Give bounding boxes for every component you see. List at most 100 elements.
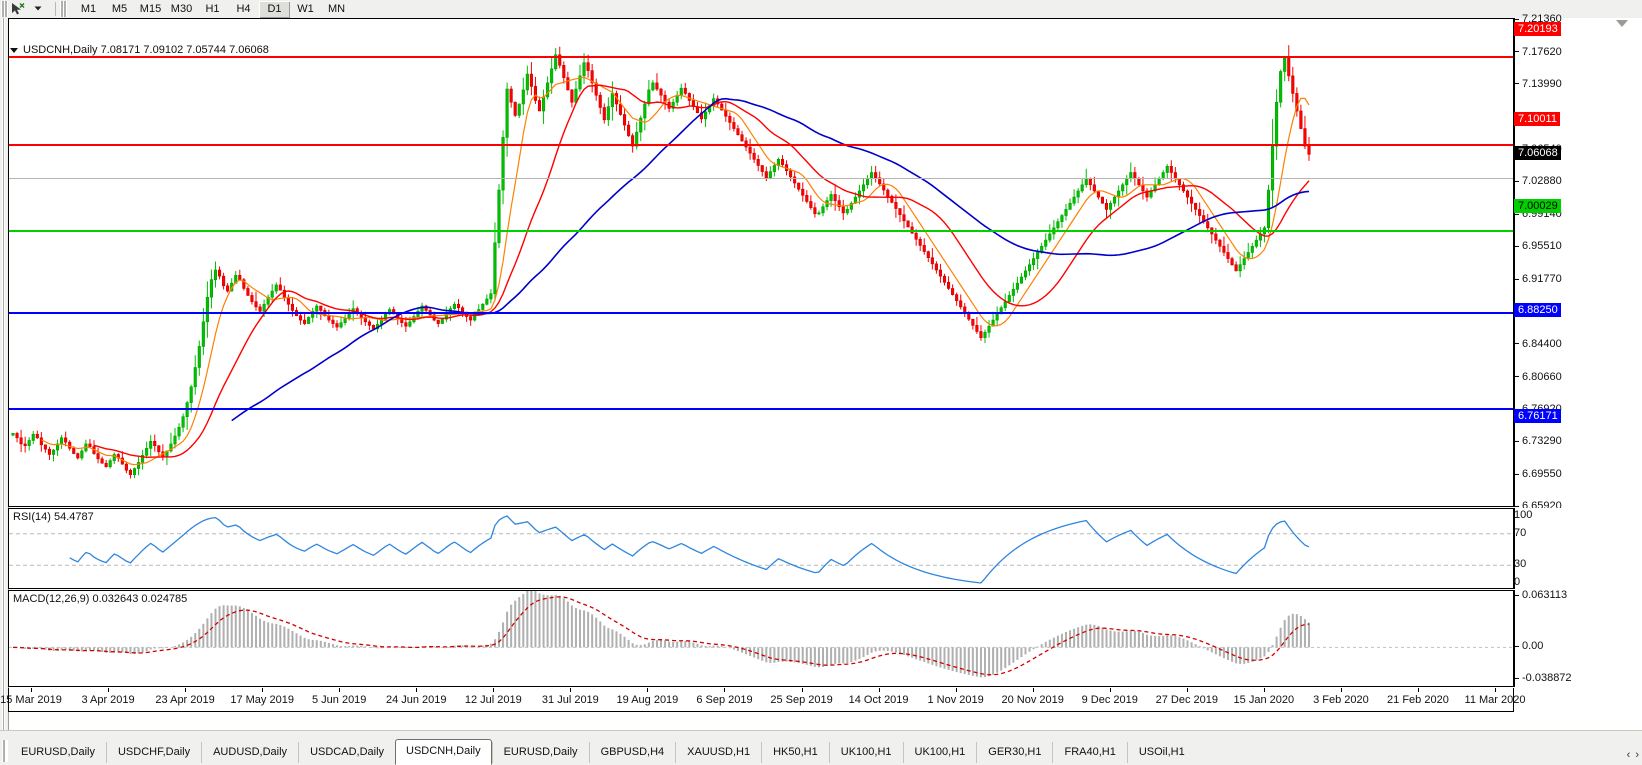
date-tick bbox=[416, 688, 418, 692]
price-level-label[interactable]: 7.06068 bbox=[1514, 146, 1561, 161]
macd-axis[interactable]: 0.063113 0.00 -0.038872 bbox=[1514, 589, 1642, 687]
timeframe-group-grip[interactable] bbox=[60, 1, 67, 17]
date-tick bbox=[1263, 688, 1265, 692]
rsi-tick: 100 bbox=[1514, 509, 1533, 522]
date-label: 31 Jul 2019 bbox=[541, 694, 599, 706]
timeframe-button-h1[interactable]: H1 bbox=[205, 2, 220, 15]
candlestick-series bbox=[11, 45, 1311, 479]
chart-tab-uk100-h1[interactable]: UK100,H1 bbox=[902, 742, 977, 763]
macd-axis-line bbox=[1514, 590, 1515, 687]
price-tick: 6.80660 bbox=[1514, 370, 1562, 383]
rsi-pane[interactable]: RSI(14) 54.4787 bbox=[8, 508, 1514, 589]
date-tick bbox=[955, 688, 957, 692]
date-label: 17 May 2019 bbox=[230, 694, 294, 706]
level-line-resistance-2[interactable] bbox=[9, 144, 1513, 146]
chart-tab-usdchf-daily[interactable]: USDCHF,Daily bbox=[105, 742, 201, 763]
timeframe-button-mn[interactable]: MN bbox=[327, 2, 346, 15]
macd-pane[interactable]: MACD(12,26,9) 0.032643 0.024785 bbox=[8, 590, 1514, 687]
pane-collapse-caret[interactable] bbox=[1616, 20, 1628, 27]
chart-tab-xauusd-h1[interactable]: XAUUSD,H1 bbox=[675, 742, 761, 763]
date-axis[interactable]: 15 Mar 2019 3 Apr 2019 23 Apr 2019 17 May 2… bbox=[0, 688, 1525, 712]
macd-pane-inner bbox=[9, 591, 1513, 686]
price-tick: 6.95510 bbox=[1514, 240, 1562, 252]
timeframe-button-m15[interactable]: M15 bbox=[139, 2, 162, 15]
date-label: 6 Sep 2019 bbox=[696, 694, 753, 706]
timeframe-button-m1[interactable]: M1 bbox=[80, 2, 97, 15]
date-label: 9 Dec 2019 bbox=[1081, 694, 1138, 706]
chart-tab-bar: EURUSD,Daily USDCHF,Daily AUDUSD,Daily USDC… bbox=[0, 730, 1642, 765]
chart-tab-uk100-h1[interactable]: UK100,H1 bbox=[828, 742, 903, 763]
price-level-label[interactable]: 7.20193 bbox=[1514, 22, 1561, 37]
date-label: 3 Feb 2020 bbox=[1313, 694, 1369, 706]
timeframe-button-d1[interactable]: D1 bbox=[259, 0, 290, 18]
toolbar-grip-handle[interactable] bbox=[1, 1, 8, 17]
chart-tab-ger30-h1[interactable]: GER30,H1 bbox=[976, 742, 1052, 763]
chart-tab-audusd-daily[interactable]: AUDUSD,Daily bbox=[201, 742, 298, 763]
date-tick bbox=[339, 688, 341, 692]
chart-tab-usdcad-daily[interactable]: USDCAD,Daily bbox=[298, 742, 395, 763]
date-label: 5 Jun 2019 bbox=[311, 694, 367, 706]
date-tick bbox=[31, 688, 32, 692]
date-tick bbox=[878, 688, 880, 692]
timeframe-button-w1[interactable]: W1 bbox=[297, 2, 314, 15]
price-level-label[interactable]: 6.76171 bbox=[1514, 408, 1561, 423]
level-line-pivot[interactable] bbox=[9, 230, 1513, 232]
level-line-support-1[interactable] bbox=[9, 312, 1513, 314]
level-line-support-2[interactable] bbox=[9, 408, 1513, 410]
level-line-current-price bbox=[9, 178, 1513, 179]
macd-tick: 0.063113 bbox=[1514, 589, 1567, 601]
timeframe-group: M1 M5 M15 M30 H1 H4 D1 W1 MN bbox=[73, 0, 352, 18]
date-tick bbox=[1186, 688, 1188, 692]
timeframe-button-h4[interactable]: H4 bbox=[236, 2, 251, 15]
price-level-label[interactable]: 7.00029 bbox=[1514, 199, 1561, 214]
tab-nav-arrows[interactable]: ‹ › bbox=[1626, 749, 1640, 761]
price-axis[interactable]: 7.213607.176207.139907.065407.028806.991… bbox=[1514, 13, 1642, 512]
price-tick: 6.73290 bbox=[1514, 435, 1562, 447]
chart-tab-usoil-h1[interactable]: USOil,H1 bbox=[1126, 742, 1196, 763]
date-label: 23 Apr 2019 bbox=[155, 694, 215, 706]
price-tick: 7.02880 bbox=[1514, 175, 1562, 187]
macd-pane-label: MACD(12,26,9) 0.032643 0.024785 bbox=[13, 593, 188, 605]
price-level-label[interactable]: 7.10011 bbox=[1514, 111, 1560, 126]
date-tick bbox=[1032, 688, 1034, 692]
date-tick bbox=[647, 688, 649, 692]
level-line-resistance-1[interactable] bbox=[9, 56, 1513, 58]
price-pane[interactable] bbox=[8, 18, 1514, 507]
date-tick bbox=[1417, 688, 1419, 692]
rsi-axis[interactable]: 100 70 30 0 bbox=[1514, 508, 1642, 589]
chart-tab-eurusd-daily[interactable]: EURUSD,Daily bbox=[21, 746, 95, 758]
date-tick bbox=[570, 688, 572, 692]
timeframe-button-m30[interactable]: M30 bbox=[170, 2, 193, 15]
date-label: 21 Feb 2020 bbox=[1387, 694, 1449, 706]
date-label: 20 Nov 2019 bbox=[1001, 694, 1064, 706]
chevron-down-icon[interactable] bbox=[30, 1, 52, 17]
chart-tab-fra40-h1[interactable]: FRA40,H1 bbox=[1052, 742, 1126, 763]
chart-tab-eurusd-daily[interactable]: EURUSD,Daily bbox=[491, 742, 589, 763]
cursor-crosshair-icon[interactable] bbox=[8, 1, 30, 17]
rsi-axis-line bbox=[1514, 508, 1515, 589]
macd-tick: 0.00 bbox=[1514, 640, 1543, 652]
symbol-header[interactable]: USDCNH,Daily 7.08171 7.09102 7.05744 7.0… bbox=[10, 44, 269, 56]
date-label: 14 Oct 2019 bbox=[848, 694, 909, 706]
rsi-tick: 30 bbox=[1514, 558, 1527, 571]
price-level-label[interactable]: 6.88250 bbox=[1514, 302, 1561, 317]
rsi-series bbox=[9, 515, 1513, 584]
rsi-tick: 0 bbox=[1514, 576, 1521, 589]
chart-tab-usdcnh-daily[interactable]: USDCNH,Daily bbox=[395, 739, 492, 765]
date-tick bbox=[262, 688, 264, 692]
date-tick bbox=[493, 688, 495, 692]
timeframe-button-m5[interactable]: M5 bbox=[111, 2, 128, 15]
triangle-down-icon[interactable] bbox=[10, 47, 18, 53]
rsi-tick: 70 bbox=[1514, 526, 1527, 539]
tabbar-grip-handle[interactable] bbox=[2, 740, 8, 762]
chart-tab-hk50-h1[interactable]: HK50,H1 bbox=[761, 742, 829, 763]
date-label: 19 Aug 2019 bbox=[616, 694, 679, 706]
price-tick: 7.21360 bbox=[1514, 13, 1562, 25]
chart-tab-gbpusd-h4[interactable]: GBPUSD,H4 bbox=[588, 742, 676, 763]
date-tick bbox=[1109, 688, 1111, 692]
date-label: 12 Jul 2019 bbox=[464, 694, 522, 706]
date-tick bbox=[1495, 688, 1496, 692]
chart-tab-list: EURUSD,Daily USDCHF,Daily AUDUSD,Daily USDC… bbox=[10, 739, 1196, 765]
price-tick: 6.69550 bbox=[1514, 468, 1562, 480]
